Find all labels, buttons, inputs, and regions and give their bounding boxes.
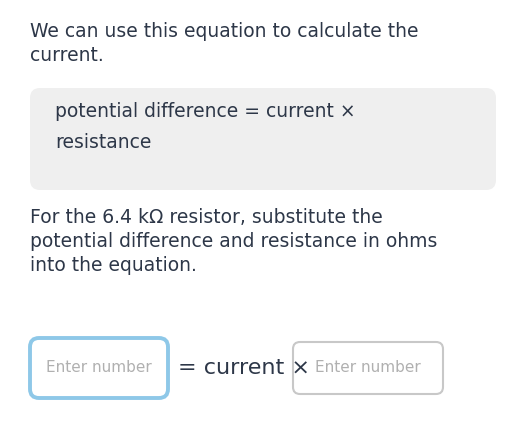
Text: resistance: resistance bbox=[55, 133, 152, 152]
FancyBboxPatch shape bbox=[293, 342, 443, 394]
Text: = current ×: = current × bbox=[178, 358, 310, 378]
Text: Enter number: Enter number bbox=[46, 361, 152, 375]
FancyBboxPatch shape bbox=[30, 88, 496, 190]
FancyBboxPatch shape bbox=[30, 338, 168, 398]
Text: potential difference and resistance in ohms: potential difference and resistance in o… bbox=[30, 232, 438, 251]
Text: For the 6.4 kΩ resistor, substitute the: For the 6.4 kΩ resistor, substitute the bbox=[30, 208, 383, 227]
Text: potential difference = current ×: potential difference = current × bbox=[55, 102, 356, 121]
Text: into the equation.: into the equation. bbox=[30, 256, 197, 275]
Text: current.: current. bbox=[30, 46, 104, 65]
Text: Enter number: Enter number bbox=[315, 361, 421, 375]
Text: We can use this equation to calculate the: We can use this equation to calculate th… bbox=[30, 22, 418, 41]
